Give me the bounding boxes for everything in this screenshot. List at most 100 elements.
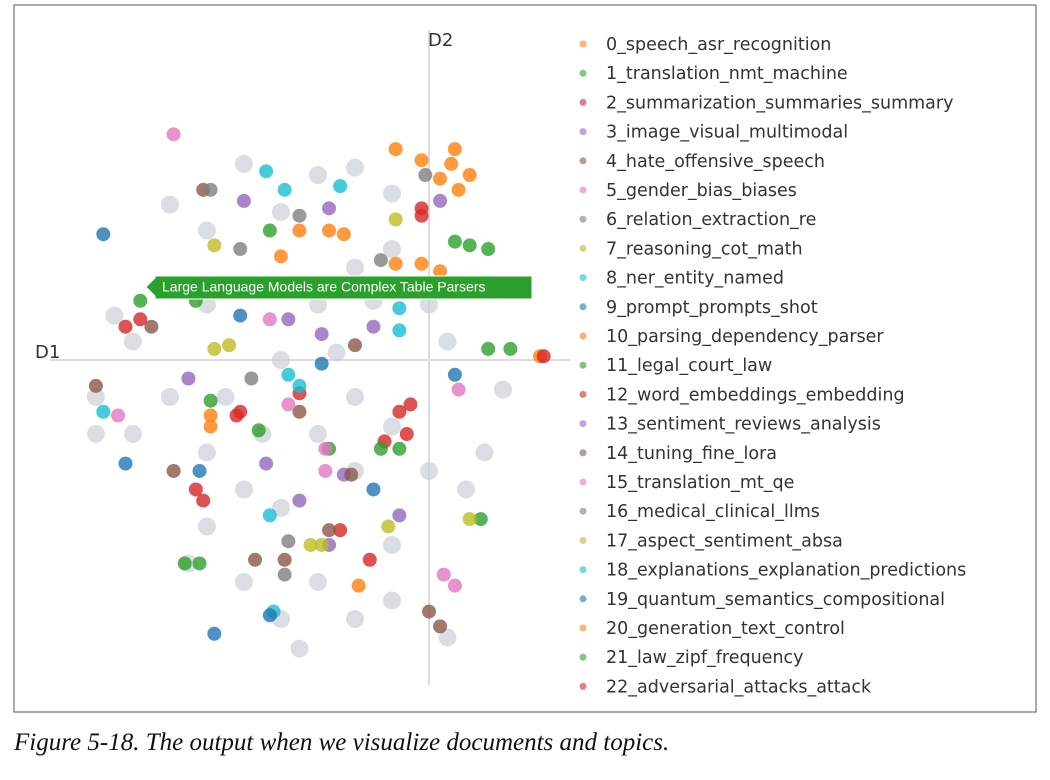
point (244, 371, 259, 386)
background-point (86, 387, 105, 406)
point (281, 312, 296, 327)
legend-marker (579, 682, 587, 690)
annotation: Large Language Models are Complex Table … (145, 275, 533, 300)
legend-marker (579, 390, 587, 398)
point (433, 171, 448, 186)
point (277, 552, 292, 567)
point (177, 556, 192, 571)
point (433, 619, 448, 634)
background-point (327, 343, 346, 362)
background-point (234, 572, 253, 591)
plot-area (50, 30, 570, 685)
legend-marker (579, 98, 587, 106)
legend-marker (579, 40, 587, 48)
figure-frame (13, 4, 1037, 713)
point (322, 201, 337, 216)
point (347, 338, 362, 353)
point (536, 349, 551, 364)
point (207, 238, 222, 253)
point (222, 338, 237, 353)
background-point (382, 240, 401, 259)
background-point (438, 628, 457, 647)
legend-marker (579, 595, 587, 603)
point (421, 604, 436, 619)
legend-label: 7_reasoning_cot_math (606, 239, 803, 259)
point (333, 523, 348, 538)
point (248, 552, 263, 567)
point (229, 408, 244, 423)
point (203, 408, 218, 423)
legend-label: 22_adversarial_attacks_attack (606, 677, 872, 697)
legend-label: 17_aspect_sentiment_absa (606, 531, 843, 551)
point (447, 367, 462, 382)
point (414, 153, 429, 168)
legend-label: 10_parsing_dependency_parser (606, 327, 884, 347)
point (392, 404, 407, 419)
legend-label: 16_medical_clinical_llms (606, 502, 820, 522)
legend-label: 21_law_zipf_frequency (606, 648, 804, 668)
background-point (382, 184, 401, 203)
point (314, 327, 329, 342)
legend-label: 13_sentiment_reviews_analysis (606, 415, 881, 435)
legend-marker (579, 653, 587, 661)
point (292, 223, 307, 238)
legend-label: 2_summarization_summaries_summary (606, 93, 953, 113)
point (444, 156, 459, 171)
point (473, 512, 488, 527)
point (251, 423, 266, 438)
point (262, 508, 277, 523)
point (292, 404, 307, 419)
point (433, 193, 448, 208)
legend-label: 5_gender_bias_biases (606, 181, 797, 201)
y-axis-label: D2 (428, 30, 453, 51)
point (392, 441, 407, 456)
point (314, 537, 329, 552)
background-point (86, 424, 105, 443)
point (447, 234, 462, 249)
point (207, 626, 222, 641)
legend-label: 1_translation_nmt_machine (606, 64, 848, 84)
point (203, 182, 218, 197)
point (436, 567, 451, 582)
legend-label: 18_explanations_explanation_predictions (606, 561, 966, 581)
legend-label: 12_word_embeddings_embedding (606, 385, 905, 405)
point (192, 463, 207, 478)
point (118, 319, 133, 334)
background-point (271, 351, 290, 369)
background-point (308, 572, 327, 591)
background-point (197, 443, 216, 462)
legend-label: 14_tuning_fine_lora (606, 444, 777, 464)
background-point (197, 517, 216, 536)
legend-marker (579, 128, 587, 136)
point (207, 341, 222, 356)
background-point (475, 443, 494, 462)
legend-marker (579, 186, 587, 194)
point (318, 441, 333, 456)
point (292, 378, 307, 393)
legend-label: 6_relation_extraction_re (606, 210, 816, 230)
point (196, 493, 211, 508)
point (336, 227, 351, 242)
point (451, 182, 466, 197)
background-point (419, 461, 438, 480)
point (388, 212, 403, 227)
background-point (494, 380, 513, 399)
annotation-text: Large Language Models are Complex Table … (162, 279, 486, 295)
legend-label: 8_ner_entity_named (606, 269, 784, 289)
point (392, 323, 407, 338)
background-point (234, 154, 253, 173)
background-point (271, 498, 290, 517)
point (281, 534, 296, 549)
point (118, 456, 133, 471)
point (462, 238, 477, 253)
point (192, 556, 207, 571)
background-point (290, 639, 309, 658)
legend-marker (579, 157, 587, 165)
point (462, 512, 477, 527)
point (351, 578, 366, 593)
annotation-box (145, 275, 533, 300)
legend-marker (579, 274, 587, 282)
point (333, 179, 348, 194)
point (88, 378, 103, 393)
legend-marker (579, 624, 587, 632)
